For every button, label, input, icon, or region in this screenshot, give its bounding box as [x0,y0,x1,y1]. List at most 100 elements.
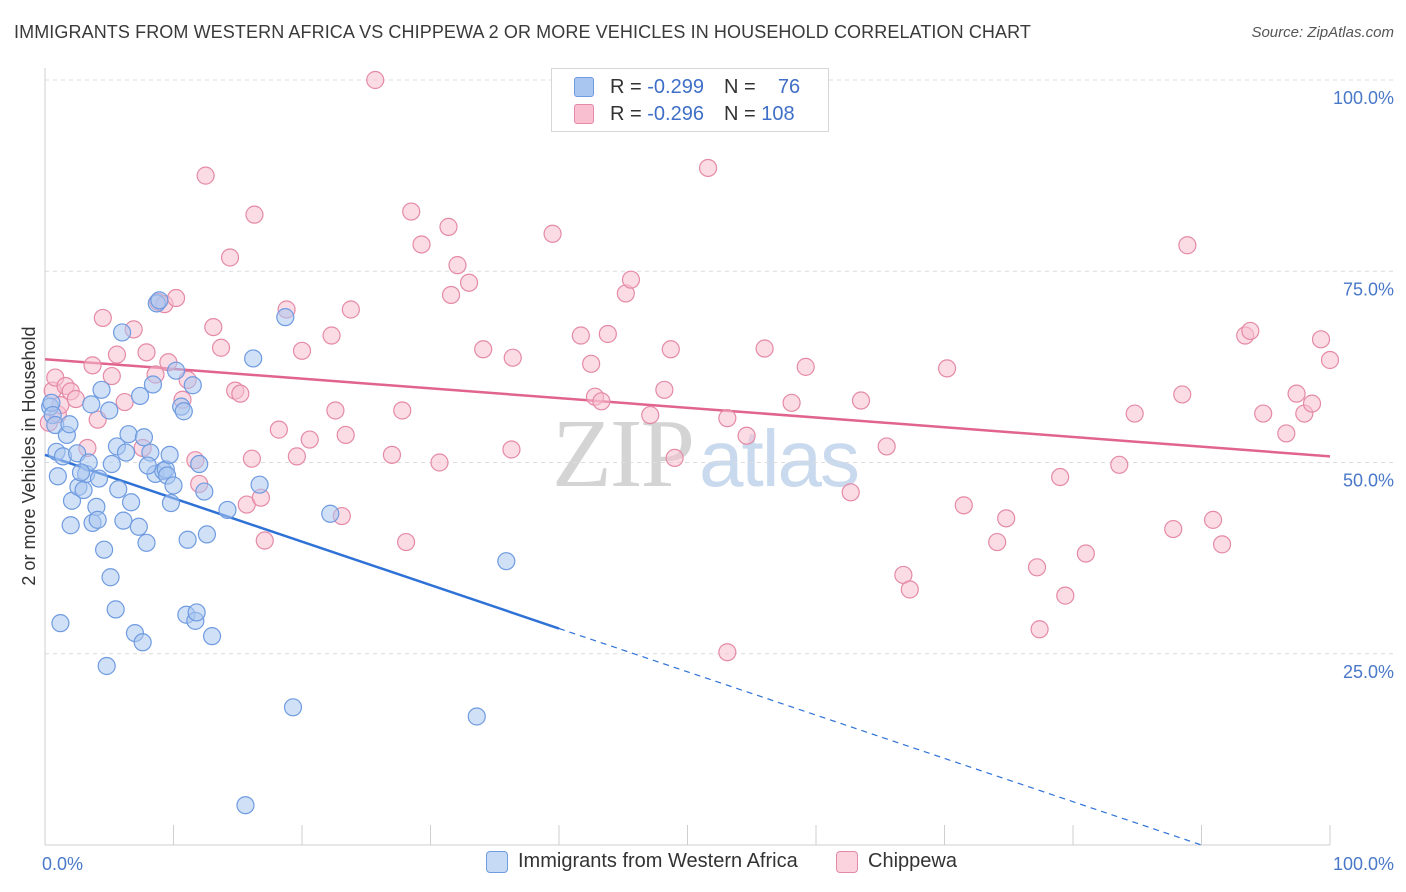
legend-n-label: N = [723,75,756,98]
data-point [718,643,737,662]
data-point [250,475,269,494]
data-point [82,395,101,414]
legend-r-label: R = [610,102,642,125]
data-point [326,401,345,420]
legend-swatch-blue [574,77,594,97]
data-point [114,511,133,530]
y-tick-labels: 100.0% 75.0% 50.0% 25.0% [1333,88,1394,682]
data-point [48,467,67,486]
data-point [292,341,312,360]
data-point [115,392,134,412]
legend-label-western-africa: Immigrants from Western Africa [518,850,798,872]
data-point [1302,394,1322,413]
legend-n-value: 76 [777,75,801,98]
legend-swatch-western-africa [486,850,508,873]
data-point [95,540,114,559]
data-point [1076,544,1095,563]
data-point [718,409,737,428]
data-point [97,656,116,676]
data-point [66,389,85,409]
data-point [134,428,154,447]
data-point [396,532,416,552]
y-tick-label: 100.0% [1333,88,1394,108]
data-point [211,338,231,357]
legend-r-label: R = [610,75,642,98]
data-point [661,340,680,359]
data-point [107,345,127,364]
legend-swatch-chippewa [836,850,858,873]
legend-r-value: -0.299 [647,75,704,98]
data-point [150,291,169,310]
trend-line [44,357,1331,458]
data-point [300,430,319,449]
data-point [755,339,774,358]
data-point [900,580,919,599]
data-point [782,393,801,412]
data-points [39,70,1340,815]
data-point [1164,519,1183,539]
data-point [74,480,93,500]
data-point [336,425,355,445]
x-tick-label-left: 0.0% [42,854,83,874]
data-point [502,440,521,459]
data-point [1320,350,1340,370]
legend-item-chippewa[interactable]: Chippewa [836,850,957,873]
data-point [51,614,70,633]
legend-swatch-pink [574,104,594,124]
data-point [997,509,1016,528]
legend-n-value: 108 [761,102,795,125]
x-tick-label-right: 100.0% [1333,854,1394,874]
data-point [655,380,674,399]
data-point [160,445,179,464]
data-point [467,707,486,726]
data-point [60,415,79,434]
data-point [129,517,148,536]
data-point [102,454,121,474]
axes [44,68,1331,846]
data-point [1241,321,1260,341]
data-point [1203,510,1223,529]
data-point [138,456,157,475]
data-point [582,354,601,373]
data-point [178,530,197,549]
data-point [543,224,562,243]
y-tick-label: 75.0% [1343,279,1394,299]
data-point [441,285,461,305]
data-point [197,525,217,544]
data-point [174,402,193,421]
data-point [269,420,288,439]
data-point [61,516,80,535]
data-point [841,483,860,502]
data-point [1277,424,1296,443]
data-point [187,603,206,622]
data-point [100,401,119,420]
data-point [164,476,183,495]
data-point [220,248,240,267]
data-point [137,533,156,552]
data-point [1110,455,1129,474]
legend-item-western-africa[interactable]: Immigrants from Western Africa [486,850,798,873]
data-point [89,469,109,488]
data-point [1311,330,1331,349]
data-point [439,217,458,236]
data-point [497,552,516,571]
data-point [412,235,431,254]
data-point [598,324,617,344]
data-point [119,425,138,444]
data-point [737,426,756,445]
data-point [402,202,421,221]
legend-row-blue: R = -0.299 N = 76 [574,74,800,100]
data-point [130,386,150,406]
legend-label-chippewa: Chippewa [868,850,957,872]
data-point [877,437,896,456]
data-point [276,308,295,327]
watermark: ZIPatlas [552,398,860,510]
data-point [71,463,91,482]
data-point [245,205,264,224]
data-point [641,405,660,425]
data-point [204,317,223,337]
data-point [93,308,112,328]
y-axis-label: 2 or more Vehicles in Household [19,326,39,585]
data-point [143,375,163,394]
data-point [109,480,128,499]
